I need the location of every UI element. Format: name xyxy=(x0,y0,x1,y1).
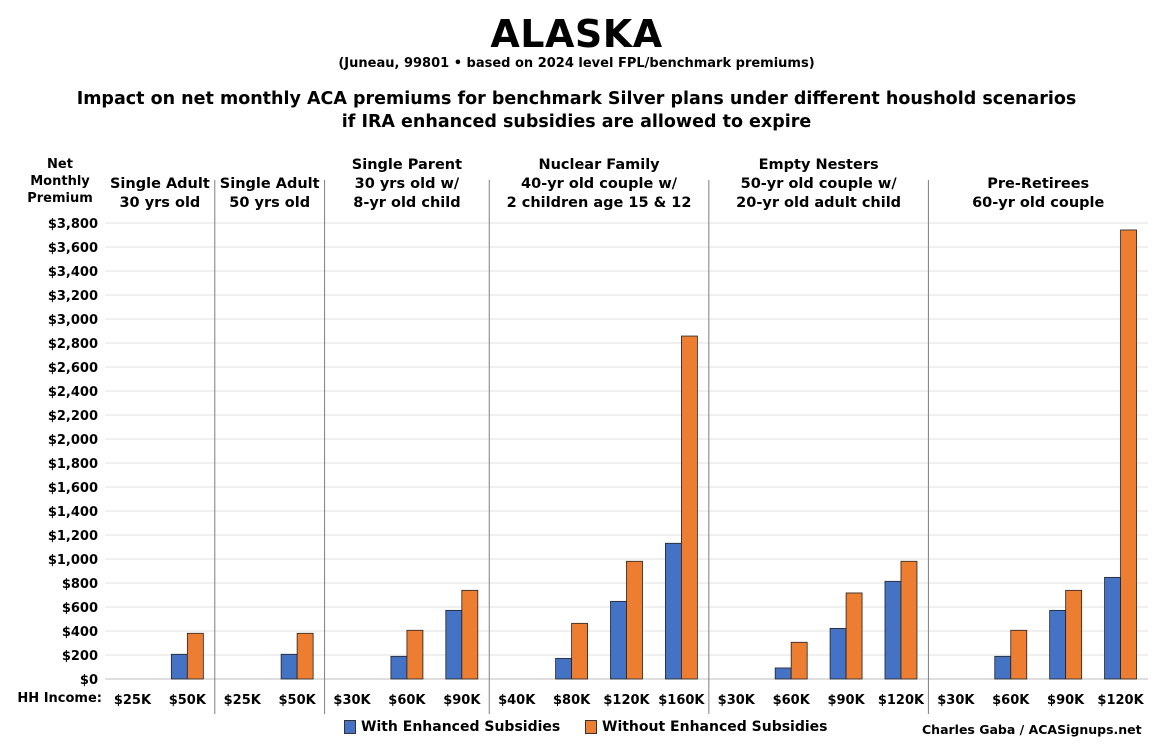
group-label: 60-yr old couple xyxy=(972,195,1104,211)
bar-without-subsidies xyxy=(900,560,918,680)
x-tick-label: $90K xyxy=(443,693,481,708)
bar-without-subsidies xyxy=(790,641,808,680)
group-label: Empty Nesters xyxy=(759,157,879,173)
bar-without-subsidies xyxy=(1065,589,1083,680)
x-tick-label: $60K xyxy=(388,693,426,708)
chart-title: ALASKA xyxy=(490,12,663,56)
group-label: Single Adult xyxy=(220,176,320,192)
legend-item-without: Without Enhanced Subsidies xyxy=(585,719,828,735)
bar-with-subsidies xyxy=(774,667,792,680)
bar-with-subsidies xyxy=(610,600,627,680)
x-tick-label: $40K xyxy=(498,693,536,708)
x-tick-label: $90K xyxy=(827,693,865,708)
bar-without-subsidies xyxy=(571,622,589,680)
description-line-2: if IRA enhanced subsidies are allowed to… xyxy=(341,112,812,132)
y-tick-label: $1,400 xyxy=(48,505,98,520)
x-tick-label: $30K xyxy=(937,693,975,708)
group-label: Single Parent xyxy=(352,157,462,173)
x-tick-label: $80K xyxy=(553,693,591,708)
legend-label: With Enhanced Subsidies xyxy=(361,719,561,735)
y-tick-label: $200 xyxy=(62,649,98,664)
bar-without-subsidies xyxy=(845,592,863,680)
bar-with-subsidies xyxy=(390,655,408,680)
bar-without-subsidies xyxy=(186,632,204,680)
bar-without-subsidies xyxy=(680,335,698,680)
bar-with-subsidies xyxy=(664,542,682,680)
bar-with-subsidies xyxy=(829,627,847,680)
x-tick-label: $30K xyxy=(718,693,756,708)
y-tick-label: $2,600 xyxy=(48,361,98,376)
y-tick-label: $600 xyxy=(62,601,98,616)
bar-without-subsidies xyxy=(461,589,479,680)
bar-with-subsidies xyxy=(170,653,188,680)
group-label: 2 children age 15 & 12 xyxy=(507,195,692,211)
x-tick-label: $120K xyxy=(603,693,650,708)
bar-without-subsidies xyxy=(406,629,424,680)
bar-without-subsidies xyxy=(626,560,643,680)
y-tick-label: $2,000 xyxy=(48,433,98,448)
x-tick-label: $50K xyxy=(169,693,207,708)
bar-without-subsidies xyxy=(1120,229,1137,680)
bar-without-subsidies xyxy=(1010,629,1028,680)
x-tick-label: $60K xyxy=(992,693,1030,708)
y-tick-label: $1,200 xyxy=(48,529,98,544)
y-tick-label: $3,200 xyxy=(48,289,98,304)
y-tick-label: $3,000 xyxy=(48,313,98,328)
group-label: 8-yr old child xyxy=(353,195,460,211)
y-tick-label: $400 xyxy=(62,625,98,640)
y-tick-label: $3,400 xyxy=(48,265,98,280)
legend-label: Without Enhanced Subsidies xyxy=(602,719,828,735)
y-tick-label: $3,600 xyxy=(48,241,98,256)
group-label: 30 yrs old w/ xyxy=(355,176,460,192)
group-label: Single Adult xyxy=(110,176,210,192)
bar-without-subsidies xyxy=(296,632,314,680)
x-tick-label: $60K xyxy=(773,693,811,708)
y-tick-label: $1,600 xyxy=(48,481,98,496)
x-tick-label: $25K xyxy=(114,693,152,708)
bar-with-subsidies xyxy=(555,657,573,680)
bar-with-subsidies xyxy=(1104,576,1121,680)
y-tick-label: $1,800 xyxy=(48,457,98,472)
group-label: 50 yrs old xyxy=(229,195,310,211)
y-tick-label: $1,000 xyxy=(48,553,98,568)
y-tick-label: $2,800 xyxy=(48,337,98,352)
x-axis-label: HH Income: xyxy=(17,691,102,706)
legend-item-with: With Enhanced Subsidies xyxy=(344,719,560,735)
bar-with-subsidies xyxy=(884,580,902,680)
group-label: 20-yr old adult child xyxy=(736,195,901,211)
y-tick-label: $2,200 xyxy=(48,409,98,424)
x-tick-label: $160K xyxy=(658,693,705,708)
y-axis-label: Monthly xyxy=(30,174,90,189)
bar-with-subsidies xyxy=(445,609,463,680)
group-label: 40-yr old couple w/ xyxy=(521,176,678,192)
x-tick-label: $120K xyxy=(878,693,925,708)
group-label: 50-yr old couple w/ xyxy=(741,176,898,192)
legend-swatch-orange xyxy=(585,720,597,734)
group-label: 30 yrs old xyxy=(119,195,200,211)
bar-with-subsidies xyxy=(1049,609,1067,680)
chart-description: Impact on net monthly ACA premiums for b… xyxy=(0,88,1153,134)
x-tick-label: $30K xyxy=(333,693,371,708)
credit-text: Charles Gaba / ACASignups.net xyxy=(922,722,1142,737)
x-tick-label: $25K xyxy=(224,693,262,708)
bar-with-subsidies xyxy=(280,653,298,680)
y-axis-label: Net xyxy=(47,157,73,172)
chart-subtitle: (Juneau, 99801 • based on 2024 level FPL… xyxy=(338,56,815,71)
x-tick-label: $50K xyxy=(279,693,317,708)
y-axis-label: Premium xyxy=(27,191,93,206)
y-tick-label: $2,400 xyxy=(48,385,98,400)
y-tick-label: $0 xyxy=(80,673,98,688)
y-tick-label: $800 xyxy=(62,577,98,592)
group-label: Pre-Retirees xyxy=(987,176,1089,192)
x-tick-label: $90K xyxy=(1047,693,1085,708)
legend-swatch-blue xyxy=(344,720,356,734)
x-tick-label: $120K xyxy=(1097,693,1144,708)
group-label: Nuclear Family xyxy=(538,157,660,173)
y-tick-label: $3,800 xyxy=(48,217,98,232)
description-line-1: Impact on net monthly ACA premiums for b… xyxy=(76,89,1077,109)
bar-with-subsidies xyxy=(994,655,1012,680)
